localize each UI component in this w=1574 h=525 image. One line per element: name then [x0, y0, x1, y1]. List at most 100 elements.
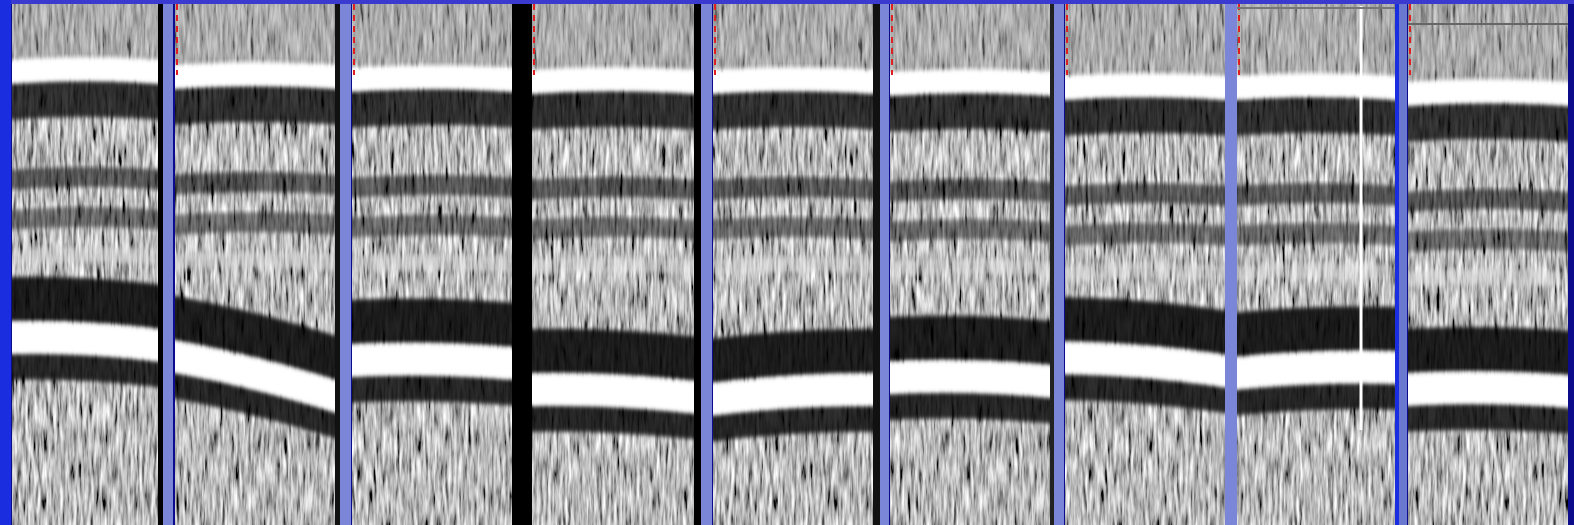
- panel-content: [352, 4, 512, 525]
- divider: [158, 4, 163, 525]
- light-band: [1237, 263, 1395, 281]
- panel-content: [12, 4, 158, 525]
- dark-band: [12, 351, 158, 388]
- dark-band: [713, 403, 873, 442]
- dark-band: [1408, 401, 1568, 434]
- surface-reflection: [890, 69, 1050, 96]
- radargram-panel: [12, 4, 158, 525]
- dark-band: [713, 328, 873, 384]
- radargram-panel: [532, 4, 694, 525]
- dark-band: [12, 207, 158, 230]
- dark-band: [352, 373, 512, 406]
- deep-reflection: [1237, 351, 1395, 390]
- dark-band: [175, 370, 335, 439]
- surface-reflection: [12, 57, 158, 84]
- dark-band: [1237, 306, 1395, 358]
- divider: [701, 4, 712, 525]
- dark-band: [1065, 183, 1225, 206]
- light-band: [12, 247, 158, 265]
- light-band: [890, 259, 1050, 277]
- light-band: [175, 252, 335, 270]
- divider: [1225, 4, 1237, 525]
- light-band: [1065, 263, 1225, 281]
- dark-band: [175, 172, 335, 195]
- dark-band: [1065, 223, 1225, 246]
- light-band: [352, 255, 512, 273]
- dark-band: [532, 177, 694, 200]
- dark-band: [713, 89, 873, 130]
- dark-band: [12, 167, 158, 190]
- panel-content: [713, 4, 873, 525]
- panel-content: [532, 4, 694, 525]
- dark-band: [532, 217, 694, 240]
- dark-band: [1065, 372, 1225, 414]
- dark-band: [532, 89, 694, 130]
- light-band: [1408, 269, 1568, 287]
- dark-band: [532, 403, 694, 440]
- divider: [340, 4, 351, 525]
- dark-band: [1237, 223, 1395, 246]
- air-zone: [175, 4, 335, 65]
- dark-band: [1237, 381, 1395, 416]
- dark-band: [713, 177, 873, 200]
- radargram-panel: [1237, 4, 1395, 525]
- dark-band: [890, 390, 1050, 424]
- dark-band: [175, 84, 335, 125]
- dark-band: [1065, 95, 1225, 136]
- divider: [1054, 4, 1064, 525]
- radargram-panel: [713, 4, 873, 525]
- divider: [694, 4, 701, 525]
- dark-band: [1065, 297, 1225, 356]
- surface-reflection: [1408, 79, 1568, 106]
- radargram-panel: [890, 4, 1050, 525]
- top-border: [0, 0, 1574, 4]
- dark-band: [890, 179, 1050, 202]
- divider: [880, 4, 889, 525]
- dark-band: [1237, 95, 1395, 136]
- deep-reflection: [713, 373, 873, 416]
- deep-reflection: [532, 373, 694, 414]
- air-zone: [352, 4, 512, 68]
- panel-content: [890, 4, 1050, 525]
- radargram-panel: [352, 4, 512, 525]
- deep-reflection: [175, 340, 335, 413]
- air-zone: [713, 4, 873, 70]
- left-border: [0, 0, 11, 525]
- radargram-panel: [1408, 4, 1568, 525]
- surface-reflection: [175, 62, 335, 89]
- air-zone: [1065, 4, 1225, 76]
- dark-band: [1408, 229, 1568, 252]
- deep-reflection: [890, 360, 1050, 398]
- divider: [163, 4, 173, 525]
- panel-content: [1237, 4, 1395, 525]
- air-zone: [1408, 4, 1568, 82]
- dark-band: [352, 87, 512, 128]
- divider: [335, 4, 340, 525]
- surface-reflection: [1237, 73, 1395, 100]
- dark-band: [532, 328, 694, 382]
- dark-band: [12, 79, 158, 120]
- dark-band: [175, 212, 335, 235]
- surface-reflection: [1065, 73, 1225, 100]
- panel-content: [1065, 4, 1225, 525]
- divider: [1395, 4, 1399, 525]
- deep-reflection: [1065, 342, 1225, 388]
- divider: [873, 4, 880, 525]
- dark-band: [352, 175, 512, 198]
- radargram-panel: [175, 4, 335, 525]
- dark-band: [890, 315, 1050, 366]
- air-zone: [532, 4, 694, 70]
- air-zone: [890, 4, 1050, 72]
- light-band: [532, 257, 694, 275]
- divider: [512, 4, 532, 525]
- deep-reflection: [12, 321, 158, 362]
- light-band: [713, 257, 873, 275]
- surface-reflection: [713, 67, 873, 94]
- surface-reflection: [532, 67, 694, 94]
- dark-band: [12, 276, 158, 330]
- deep-reflection: [352, 343, 512, 380]
- dark-band: [713, 217, 873, 240]
- dark-band: [1408, 326, 1568, 376]
